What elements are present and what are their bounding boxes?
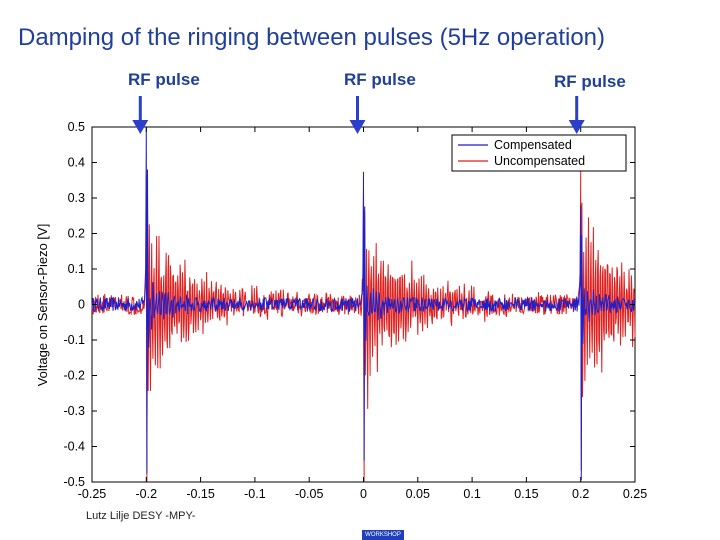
slide-title: Damping of the ringing between pulses (5…	[18, 24, 606, 51]
x-tick-label: -0.15	[186, 487, 215, 501]
x-tick-label: -0.25	[78, 487, 107, 501]
rf-pulse-arrow-head	[568, 120, 585, 134]
y-tick-label: 0.3	[68, 191, 85, 205]
x-tick-label: 0.2	[572, 487, 589, 501]
legend-box	[451, 134, 627, 172]
x-tick-label: 0	[360, 487, 367, 501]
legend: Compensated Uncompensated	[451, 134, 627, 172]
rf-pulse-label-2: RF pulse	[344, 70, 416, 89]
y-tick-label: -0.4	[63, 440, 85, 454]
footer-author: Lutz Lilje DESY -MPY-	[86, 510, 196, 522]
y-tick-label: 0	[78, 298, 85, 312]
y-tick-label: -0.3	[63, 404, 85, 418]
x-tick-label: 0.1	[463, 487, 480, 501]
y-tick-label: 0.4	[68, 156, 85, 170]
rf-pulse-label-3: RF pulse	[554, 72, 626, 91]
workshop-logo: WORKSHOP	[362, 530, 404, 540]
y-tick-label: 0.5	[68, 120, 85, 134]
legend-label-uncompensated: Uncompensated	[494, 154, 585, 168]
x-tick-label: 0.05	[406, 487, 430, 501]
x-tick-label: 0.25	[623, 487, 647, 501]
series-line-compensated	[91, 126, 636, 481]
x-tick-label: -0.05	[295, 487, 324, 501]
x-tick-label: -0.1	[244, 487, 266, 501]
x-tick-label: -0.2	[136, 487, 158, 501]
rf-pulse-arrow-head	[132, 120, 149, 134]
y-tick-label: -0.1	[63, 333, 85, 347]
x-tick-label: 0.15	[514, 487, 538, 501]
y-tick-label: -0.5	[63, 475, 85, 489]
legend-label-compensated: Compensated	[494, 138, 572, 152]
y-tick-label: 0.2	[68, 227, 85, 241]
rf-pulse-label-1: RF pulse	[128, 70, 200, 89]
rf-pulse-arrow-head	[349, 120, 366, 134]
y-axis-label: Voltage on Sensor-Piezo [V]	[35, 224, 50, 387]
y-tick-label: -0.2	[63, 369, 85, 383]
y-tick-label: 0.1	[68, 262, 85, 276]
